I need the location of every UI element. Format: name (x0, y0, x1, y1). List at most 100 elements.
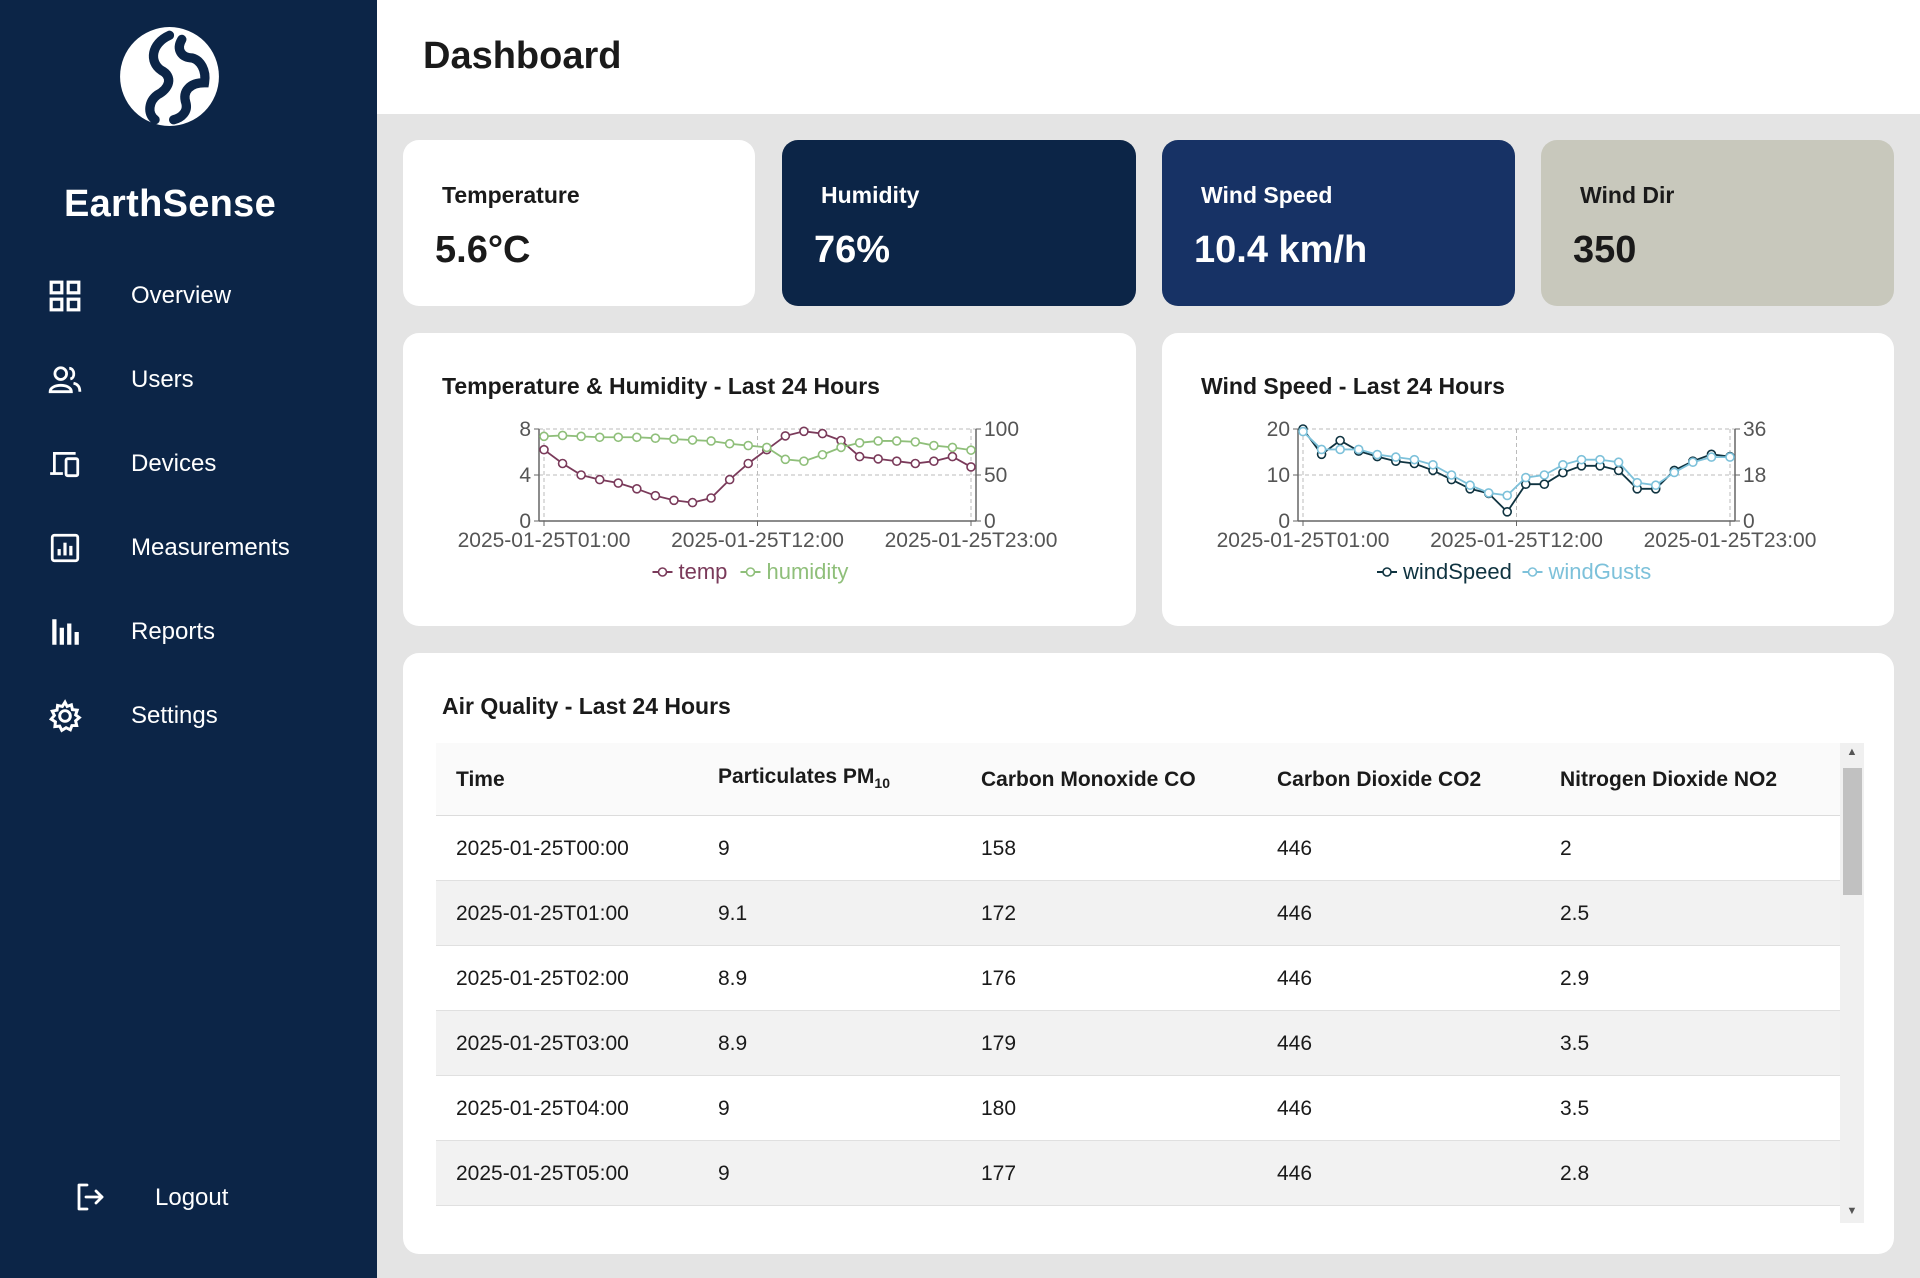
cell-pm: 8.9 (718, 1032, 748, 1055)
sidebar-item-measurements[interactable]: Measurements (0, 518, 377, 578)
data-point (1298, 426, 1308, 437)
sidebar: EarthSense Overview Users (0, 0, 377, 1278)
y-tick-label: 0 (1278, 510, 1290, 533)
data-point (836, 442, 846, 453)
cell-pm: 9 (718, 837, 730, 860)
data-point (743, 440, 754, 451)
sidebar-item-overview[interactable]: Overview (0, 266, 377, 326)
y-tick-label: 4 (519, 464, 531, 487)
logout-button[interactable]: Logout (0, 1168, 377, 1228)
stat-label: Humidity (821, 182, 920, 208)
table-row: 2025-01-25T02:00 8.9 176 446 2.9 (436, 946, 1840, 1011)
wind-dir-card: Wind Dir 350 (1541, 140, 1894, 306)
data-point (687, 497, 698, 508)
data-point (650, 433, 661, 443)
cell-time: 2025-01-25T00:00 (456, 837, 629, 860)
data-point (1502, 490, 1513, 501)
stat-value: 76% (814, 229, 891, 271)
data-point (669, 434, 679, 444)
logout-label: Logout (155, 1184, 229, 1211)
data-point (632, 484, 642, 494)
cell-pm: 9 (718, 1162, 730, 1185)
y-tick-label: 18 (1743, 464, 1766, 487)
cell-no2: 2 (1560, 837, 1572, 860)
sidebar-item-users[interactable]: Users (0, 350, 377, 410)
data-point (613, 432, 624, 443)
data-point (1613, 457, 1624, 468)
wind-speed-card: Wind Speed 10.4 km/h (1162, 140, 1515, 306)
data-point (1335, 444, 1345, 455)
column-header-no2: Nitrogen Dioxide NO2 (1560, 768, 1778, 791)
y-tick-label: 0 (519, 510, 531, 533)
data-point (1502, 507, 1513, 517)
data-point (1632, 477, 1642, 488)
data-point (780, 454, 791, 465)
legend-marker (745, 567, 756, 577)
pm-subscript: 10 (874, 775, 890, 792)
legend-marker (657, 567, 668, 577)
cell-co2: 446 (1277, 902, 1313, 925)
stat-label: Temperature (442, 182, 580, 208)
sidebar-item-devices[interactable]: Devices (0, 434, 377, 494)
data-point (576, 470, 586, 480)
temp-humidity-panel: Temperature & Humidity - Last 24 Hours 0… (403, 333, 1136, 626)
x-tick-label: 2025-01-25T23:00 (885, 529, 1058, 552)
stat-value: 350 (1573, 229, 1637, 271)
cell-co2: 446 (1277, 967, 1313, 990)
data-point (1465, 480, 1475, 491)
sidebar-item-settings[interactable]: Settings (0, 686, 377, 746)
data-point (910, 458, 921, 469)
sidebar-item-label: Overview (131, 282, 232, 309)
data-point (1520, 472, 1531, 483)
data-point (799, 456, 809, 466)
data-point (1576, 454, 1587, 465)
cell-time: 2025-01-25T01:00 (456, 902, 629, 925)
data-point (929, 440, 939, 451)
scrollbar-thumb[interactable] (1843, 768, 1862, 895)
cell-co: 176 (981, 967, 1017, 990)
cell-no2: 2.5 (1560, 902, 1590, 925)
sidebar-item-label: Users (131, 366, 194, 393)
data-point (706, 436, 716, 446)
cell-co2: 446 (1277, 837, 1313, 860)
data-point (1409, 454, 1420, 465)
scroll-down-arrow-icon[interactable]: ▼ (1846, 1205, 1858, 1217)
sidebar-item-label: Devices (131, 450, 217, 477)
table-row: 2025-01-25T01:00 9.1 172 446 2.5 (436, 881, 1840, 946)
legend-label: windSpeed (1402, 559, 1512, 584)
cell-time: 2025-01-25T02:00 (456, 967, 629, 990)
y-tick-label: 10 (1267, 464, 1290, 487)
humidity-card: Humidity 76% (782, 140, 1136, 306)
data-point (706, 493, 716, 503)
data-point (594, 474, 605, 485)
series-line-windSpeed (1302, 428, 1731, 514)
data-point (873, 454, 883, 464)
cell-time: 2025-01-25T05:00 (456, 1162, 629, 1185)
legend-label: windGusts (1548, 559, 1652, 584)
y-tick-label: 20 (1267, 418, 1290, 441)
data-point (817, 449, 828, 460)
data-point (761, 442, 772, 453)
data-point (966, 462, 976, 472)
sidebar-item-reports[interactable]: Reports (0, 602, 377, 662)
data-point (1539, 479, 1550, 489)
data-point (1446, 470, 1457, 480)
data-point (891, 456, 902, 466)
column-header-co2: Carbon Dioxide CO2 (1277, 768, 1482, 791)
scroll-up-arrow-icon[interactable]: ▲ (1846, 746, 1858, 758)
chart-title: Wind Speed - Last 24 Hours (1201, 373, 1505, 399)
cell-co: 172 (981, 902, 1017, 925)
table-row: 2025-01-25T03:00 8.9 179 446 3.5 (436, 1011, 1840, 1076)
data-point (873, 436, 883, 446)
data-point (780, 431, 791, 441)
data-point (613, 478, 624, 488)
data-point (1650, 480, 1661, 491)
x-tick-label: 2025-01-25T12:00 (671, 529, 844, 552)
stat-value: 10.4 km/h (1194, 229, 1368, 271)
data-point (724, 474, 735, 485)
x-tick-label: 2025-01-25T23:00 (1644, 529, 1817, 552)
users-icon (48, 366, 82, 394)
data-point (1391, 452, 1401, 462)
data-point (687, 435, 698, 445)
table-row: 2025-01-25T04:00 9 180 446 3.5 (436, 1076, 1840, 1141)
